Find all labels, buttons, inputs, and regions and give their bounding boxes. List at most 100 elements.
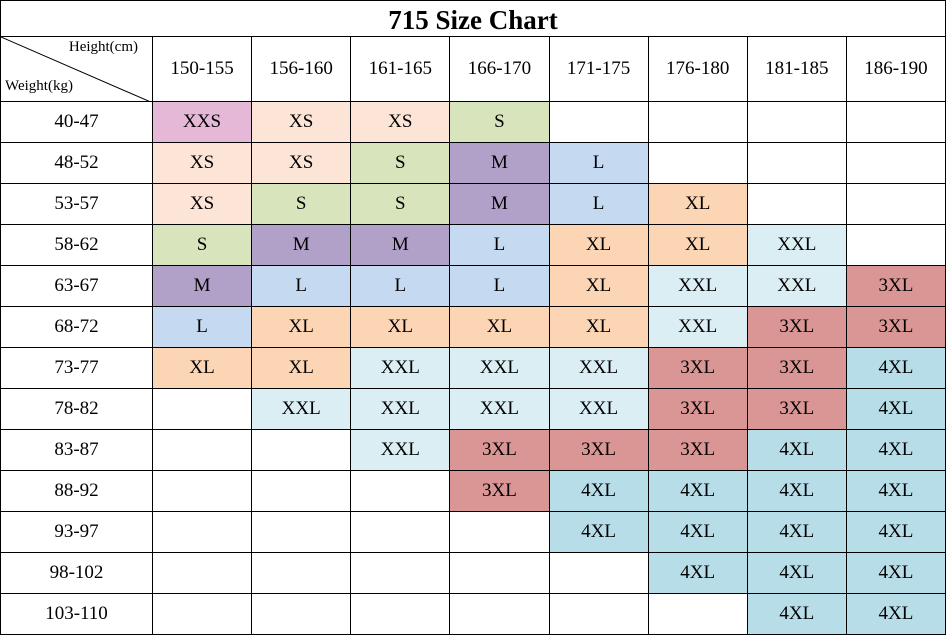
size-cell: XL [251, 347, 352, 389]
column-header: 150-155 [151, 36, 253, 102]
size-cell [151, 429, 253, 471]
size-cell [350, 552, 451, 594]
size-cell: 3XL [647, 429, 748, 471]
column-header: 181-185 [746, 36, 847, 102]
row: 40-47 XXS XS XS S [0, 101, 946, 143]
weight-cell: 93-97 [0, 511, 153, 553]
size-cell [151, 388, 253, 430]
size-cell: 4XL [845, 593, 946, 635]
size-cell: 3XL [449, 429, 550, 471]
row: 78-82 XXL XXL XXL XXL 3XL 3XL 4XL [0, 388, 946, 430]
size-cell [647, 101, 748, 143]
size-cell: XL [548, 224, 649, 266]
size-cell [350, 511, 451, 553]
size-cell: L [548, 183, 649, 225]
weight-cell: 83-87 [0, 429, 153, 471]
size-cell: L [350, 265, 451, 307]
size-cell [845, 224, 946, 266]
weight-cell: 58-62 [0, 224, 153, 266]
size-cell [151, 552, 253, 594]
size-cell: L [151, 306, 253, 348]
weight-cell: 73-77 [0, 347, 153, 389]
size-cell: M [251, 224, 352, 266]
row: 83-87 XXL 3XL 3XL 3XL 4XL 4XL [0, 429, 946, 471]
size-cell: XL [350, 306, 451, 348]
header-row: Height(cm) Weight(kg) 150-155 156-160 161-… [0, 36, 946, 102]
size-cell [746, 142, 847, 184]
size-cell: L [251, 265, 352, 307]
size-cell [647, 142, 748, 184]
size-cell: 3XL [548, 429, 649, 471]
height-label: Height(cm) [68, 39, 138, 55]
size-cell: XXL [746, 224, 847, 266]
weight-cell: 40-47 [0, 101, 153, 143]
title: 715 Size Chart [0, 0, 946, 36]
size-cell: 4XL [647, 552, 748, 594]
size-cell: S [350, 183, 451, 225]
corner-cell: Height(cm) Weight(kg) [0, 36, 153, 102]
size-cell [746, 183, 847, 225]
size-cell [548, 552, 649, 594]
size-cell [647, 593, 748, 635]
size-cell [151, 470, 253, 512]
size-cell: S [251, 183, 352, 225]
size-cell [251, 593, 352, 635]
size-cell: XL [251, 306, 352, 348]
size-cell: 3XL [746, 306, 847, 348]
size-cell: 4XL [746, 552, 847, 594]
size-cell [845, 183, 946, 225]
size-cell: M [151, 265, 253, 307]
column-header: 156-160 [251, 36, 352, 102]
size-cell: XL [151, 347, 253, 389]
weight-cell: 88-92 [0, 470, 153, 512]
size-cell: 3XL [845, 265, 946, 307]
size-cell [449, 552, 550, 594]
row: 88-92 3XL 4XL 4XL 4XL 4XL [0, 470, 946, 512]
size-cell [548, 593, 649, 635]
size-cell: XXL [647, 306, 748, 348]
size-cell: M [449, 142, 550, 184]
row: 53-57 XS S S M L XL [0, 183, 946, 225]
size-cell: XL [548, 265, 649, 307]
size-cell: XXL [251, 388, 352, 430]
size-cell: L [449, 265, 550, 307]
size-cell [449, 511, 550, 553]
size-cell: XL [449, 306, 550, 348]
row: 68-72 L XL XL XL XL XXL 3XL 3XL [0, 306, 946, 348]
size-cell: XL [647, 183, 748, 225]
size-cell [350, 470, 451, 512]
size-cell [251, 470, 352, 512]
size-cell: 4XL [845, 347, 946, 389]
size-cell: 3XL [746, 388, 847, 430]
size-table: Height(cm) Weight(kg) 150-155 156-160 161-… [0, 36, 946, 635]
size-cell: M [350, 224, 451, 266]
size-cell: 4XL [647, 470, 748, 512]
size-cell: XXL [350, 347, 451, 389]
size-cell: 4XL [548, 511, 649, 553]
size-cell: XS [151, 142, 253, 184]
size-cell: XXL [449, 388, 550, 430]
weight-cell: 63-67 [0, 265, 153, 307]
column-header: 161-165 [350, 36, 451, 102]
size-cell: 4XL [845, 470, 946, 512]
row: 73-77 XL XL XXL XXL XXL 3XL 3XL 4XL [0, 347, 946, 389]
weight-cell: 48-52 [0, 142, 153, 184]
size-cell: 4XL [845, 552, 946, 594]
column-header: 171-175 [548, 36, 649, 102]
size-cell: L [548, 142, 649, 184]
size-cell: M [449, 183, 550, 225]
weight-cell: 103-110 [0, 593, 153, 635]
size-cell: XXL [350, 388, 451, 430]
size-cell: XXL [548, 388, 649, 430]
size-cell: 3XL [449, 470, 550, 512]
row: 58-62 S M M L XL XL XXL [0, 224, 946, 266]
size-cell: L [449, 224, 550, 266]
weight-cell: 68-72 [0, 306, 153, 348]
size-cell: XXL [449, 347, 550, 389]
row: 98-102 4XL 4XL 4XL [0, 552, 946, 594]
size-cell: XS [151, 183, 253, 225]
size-cell: 4XL [548, 470, 649, 512]
size-cell: XXL [746, 265, 847, 307]
size-cell [251, 511, 352, 553]
size-cell: 3XL [647, 388, 748, 430]
